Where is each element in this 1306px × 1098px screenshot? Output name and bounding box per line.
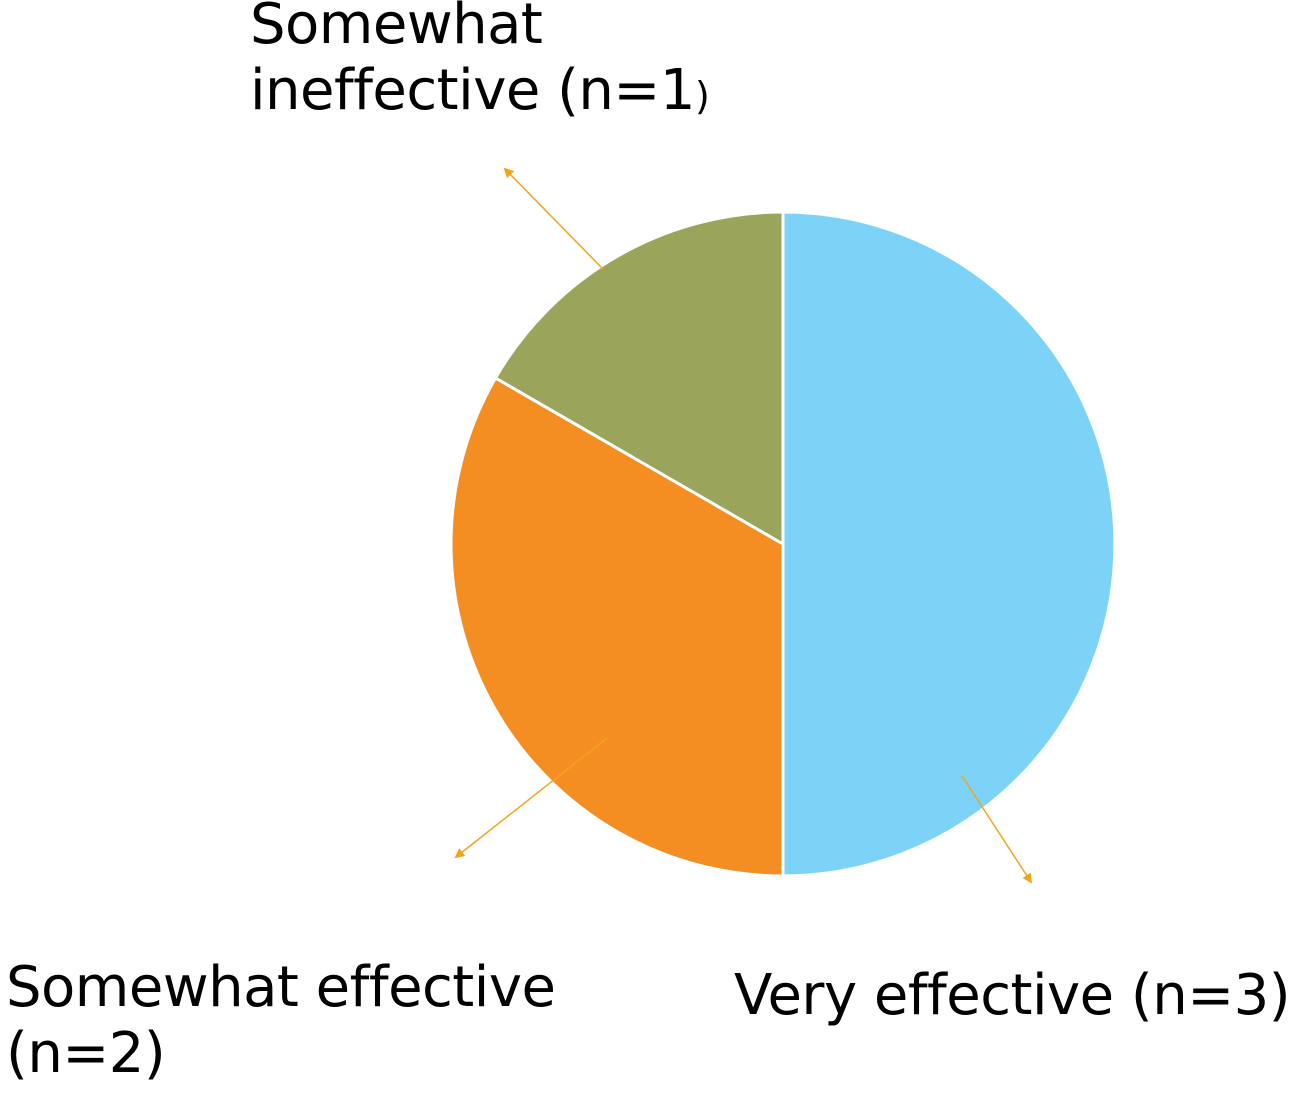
slice-label-somewhat-ineffective-paren: ) <box>694 74 710 118</box>
pie-slice-very-effective <box>781 210 1117 878</box>
leader-lines <box>454 167 1033 884</box>
slice-label-very-effective: Very effective (n=3) <box>734 963 1291 1028</box>
slice-label-somewhat-effective: Somewhat effective (n=2) <box>6 955 556 1087</box>
leader-line-very-effective <box>961 775 1033 884</box>
slice-label-somewhat-ineffective: Somewhat ineffective (n=1) <box>250 0 710 129</box>
slice-label-somewhat-effective-line2: (n=2) <box>6 1021 166 1086</box>
slice-label-somewhat-ineffective-line1: Somewhat <box>250 0 543 57</box>
leader-line-somewhat-ineffective <box>503 167 604 270</box>
pie-slice-somewhat-effective <box>449 376 785 878</box>
slice-label-somewhat-effective-line1: Somewhat effective <box>6 955 556 1020</box>
leader-line-somewhat-effective <box>454 737 608 859</box>
pie-slice-somewhat-ineffective <box>493 210 785 546</box>
slice-label-somewhat-ineffective-text: ineffective (n=1 <box>250 58 695 123</box>
slice-label-somewhat-ineffective-line2: ineffective (n=1) <box>250 58 710 129</box>
pie-slices <box>449 210 1117 878</box>
